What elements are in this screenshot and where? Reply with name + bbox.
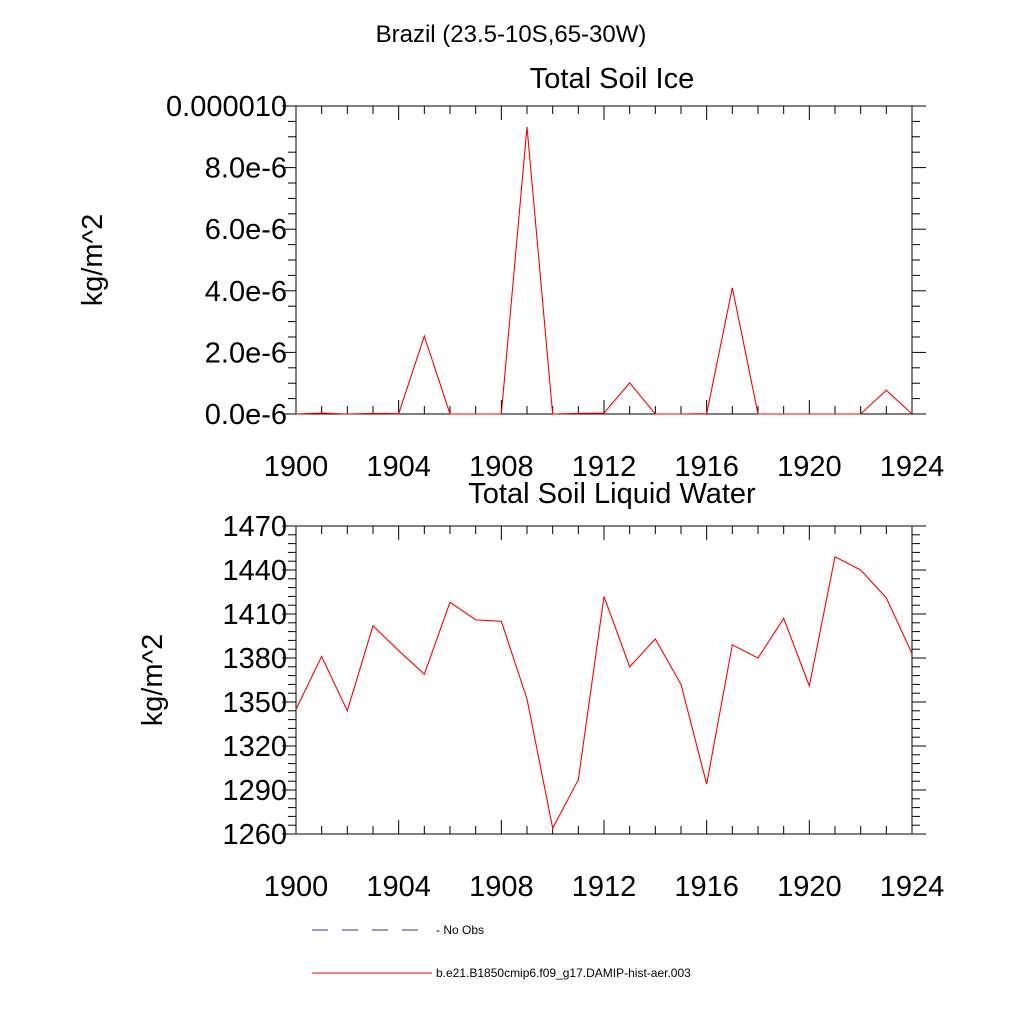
x-tick-label: 1900 [264,871,329,903]
legend-label: - No Obs [436,923,484,937]
y-tick-label: 1440 [222,555,287,587]
plot-frame [295,105,913,415]
y-tick-label: 2.0e-6 [205,337,287,369]
x-tick-label: 1908 [469,871,534,903]
series-line [295,126,913,415]
y-tick-label: 1410 [222,599,287,631]
y-tick-label: 1350 [222,687,287,719]
x-tick-label: 1924 [880,451,945,483]
legend-label: b.e21.B1850cmip6.f09_g17.DAMIP-hist-aer.… [436,966,691,980]
y-tick-label: 1290 [222,775,287,807]
y-tick-label: 8.0e-6 [205,153,287,185]
x-tick-label: 1904 [366,871,431,903]
y-tick-label: 4.0e-6 [205,276,287,308]
series-line [295,555,913,830]
x-tick-label: 1916 [674,451,739,483]
y-axis-label: kg/m^2 [77,214,109,307]
chart-title: Total Soil Ice [530,63,694,95]
chart-title: Total Soil Liquid Water [468,478,756,510]
x-tick-label: 1924 [880,871,945,903]
y-tick-label: 1260 [222,819,287,851]
x-tick-label: 1916 [674,871,739,903]
y-axis-label: kg/m^2 [137,634,169,727]
y-tick-label: 1380 [222,643,287,675]
y-tick-label: 0.000010 [166,91,287,123]
x-tick-label: 1920 [777,871,842,903]
x-tick-label: 1904 [366,451,431,483]
panel-total-soil-liquid-water: Total Soil Liquid Water 1260 1290 1320 1350 1… [137,478,944,903]
legend: - No Obs b.e21.B1850cmip6.f09_g17.DAMIP-h… [312,923,691,980]
x-tick-label: 1912 [572,871,637,903]
x-tick-label: 1900 [264,451,329,483]
y-tick-label: 0.0e-6 [205,399,287,431]
panel-total-soil-ice: Total Soil Ice 0.0e-6 2.0e-6 4.0e-6 6.0e-6 8.… [77,63,944,483]
x-tick-label: 1912 [572,451,637,483]
y-tick-label: 1470 [222,511,287,543]
y-tick-label: 6.0e-6 [205,214,287,246]
x-tick-label: 1908 [469,451,534,483]
y-tick-label: 1320 [222,731,287,763]
figure-title: Brazil (23.5-10S,65-30W) [376,21,647,48]
x-tick-label: 1920 [777,451,842,483]
plot-frame [295,525,913,835]
